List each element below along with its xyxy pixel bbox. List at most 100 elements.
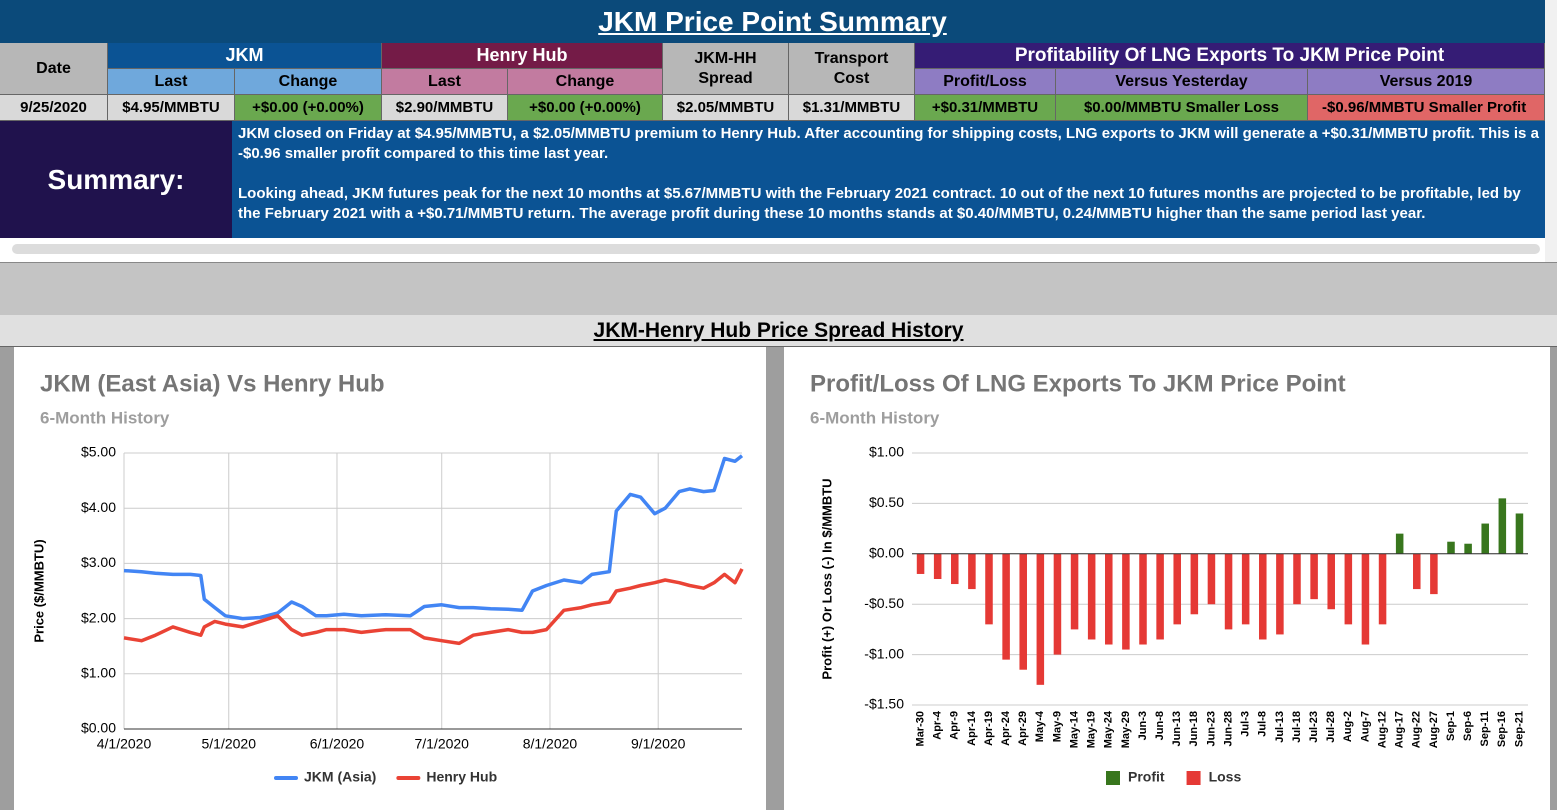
x-tick-label: Jul-28: [1325, 711, 1337, 743]
header-cell: Change: [508, 69, 663, 95]
bar: [968, 553, 976, 590]
header-cell: Date: [0, 43, 108, 95]
bar: [1002, 553, 1010, 660]
summary-label: Summary:: [0, 121, 232, 238]
header-cell: Transport Cost: [789, 43, 915, 95]
bar: [1070, 553, 1079, 630]
header-cell: JKM-HH Spread: [663, 43, 789, 95]
bar: [1173, 553, 1181, 625]
x-tick-label: Apr-14: [966, 710, 978, 746]
x-tick-label: Mar-30: [914, 711, 926, 746]
x-tick-label: Aug-12: [1376, 711, 1388, 748]
y-tick-label: $2.00: [81, 609, 116, 625]
y-tick-label: -$0.50: [864, 595, 904, 611]
data-cell: $1.31/MMBTU: [789, 95, 915, 121]
x-tick-label: Apr-9: [949, 711, 961, 740]
title-bar: JKM Price Point Summary: [0, 0, 1545, 43]
scrollbar-thumb: [12, 244, 1540, 254]
legend-label: Profit: [1128, 769, 1165, 785]
bar: [1498, 498, 1507, 554]
chart: Profit/Loss Of LNG Exports To JKM Price …: [784, 347, 1550, 810]
chart: JKM (East Asia) Vs Henry Hub 6-Month Hist…: [14, 347, 766, 810]
header-cell: Versus Yesterday: [1056, 69, 1308, 95]
x-tick-label: 5/1/2020: [201, 736, 256, 752]
x-tick-label: Aug-27: [1428, 711, 1440, 748]
data-cell: $0.00/MMBTU Smaller Loss: [1056, 95, 1308, 121]
bar: [1122, 553, 1130, 650]
chart-title: Profit/Loss Of LNG Exports To JKM Price …: [810, 370, 1346, 397]
bar: [1139, 553, 1147, 645]
x-tick-label: 7/1/2020: [414, 736, 469, 752]
x-tick-label: Apr-29: [1017, 711, 1029, 746]
x-tick-label: Sep-11: [1479, 711, 1491, 746]
section-title: JKM-Henry Hub Price Spread History: [593, 318, 964, 342]
bar: [1190, 553, 1199, 615]
page-title: JKM Price Point Summary: [598, 5, 947, 37]
bar: [1413, 553, 1421, 590]
x-tick-label: Aug-2: [1342, 711, 1354, 742]
header-cell: Change: [235, 69, 382, 95]
header-cell: Versus 2019: [1308, 69, 1545, 95]
bar: [1156, 553, 1164, 640]
x-tick-label: Sep-21: [1513, 711, 1525, 747]
x-tick-label: Jul-8: [1257, 711, 1269, 737]
bar: [1224, 553, 1233, 630]
x-tick-label: May-19: [1086, 711, 1098, 748]
x-tick-label: Jul-23: [1308, 711, 1320, 743]
chart-subtitle: 6-Month History: [40, 408, 170, 427]
chart-title: JKM (East Asia) Vs Henry Hub: [40, 370, 385, 397]
data-cell: +$0.00 (+0.00%): [508, 95, 663, 121]
x-tick-label: Aug-17: [1394, 711, 1406, 748]
header-cell: Last: [108, 69, 235, 95]
x-tick-label: Apr-19: [983, 711, 995, 746]
right-strip: [1545, 0, 1557, 262]
data-cell: $2.90/MMBTU: [382, 95, 508, 121]
data-cell: +$0.31/MMBTU: [915, 95, 1056, 121]
x-tick-label: Apr-4: [932, 710, 944, 740]
bar: [1515, 513, 1524, 554]
bar: [1087, 553, 1096, 640]
bar: [1241, 553, 1250, 625]
bar: [1276, 553, 1284, 635]
x-tick-label: Sep-1: [1445, 711, 1457, 741]
bar: [1378, 553, 1387, 625]
data-cell: 9/25/2020: [0, 95, 108, 121]
x-tick-label: Jun-3: [1137, 711, 1149, 740]
x-tick-label: Aug-22: [1411, 711, 1423, 748]
x-tick-label: 9/1/2020: [631, 736, 686, 752]
summary-paragraph: JKM closed on Friday at $4.95/MMBTU, a $…: [238, 125, 1539, 162]
y-axis-label: Profit (+) Or Loss (-) In $/MMBTU: [819, 478, 834, 679]
bar: [916, 553, 925, 574]
y-tick-label: $3.00: [81, 554, 116, 570]
x-tick-label: Jun-8: [1154, 711, 1166, 740]
data-cell: $4.95/MMBTU: [108, 95, 235, 121]
x-tick-label: Sep-6: [1462, 711, 1474, 741]
legend-label: Henry Hub: [426, 769, 497, 785]
x-tick-label: Jun-23: [1205, 711, 1217, 746]
chart-subtitle: 6-Month History: [810, 408, 940, 427]
bar: [1207, 553, 1216, 605]
bar: [1293, 553, 1301, 605]
header-cell: Henry Hub: [382, 43, 663, 69]
data-cell: -$0.96/MMBTU Smaller Profit: [1308, 95, 1545, 121]
x-tick-label: Aug-7: [1359, 711, 1371, 742]
data-cell: +$0.00 (+0.00%): [235, 95, 382, 121]
spacer-band: [0, 262, 1557, 316]
bar: [1361, 553, 1370, 645]
x-tick-label: May-14: [1068, 710, 1080, 748]
header-cell: JKM: [108, 43, 382, 69]
scrollbar-track: [0, 238, 1545, 262]
y-tick-label: $0.00: [869, 545, 904, 561]
x-tick-label: May-24: [1103, 710, 1115, 748]
x-tick-label: Jul-3: [1240, 711, 1252, 737]
bar: [1327, 553, 1335, 610]
y-tick-label: -$1.50: [864, 696, 904, 712]
x-tick-label: Jul-13: [1274, 711, 1286, 743]
header-cell: Last: [382, 69, 508, 95]
legend-label: JKM (Asia): [304, 769, 376, 785]
bar: [1481, 523, 1489, 554]
y-tick-label: -$1.00: [864, 645, 904, 661]
bar: [985, 553, 993, 625]
legend-swatch: [1186, 771, 1201, 785]
y-axis-label: Price ($/MMBTU): [31, 539, 46, 642]
